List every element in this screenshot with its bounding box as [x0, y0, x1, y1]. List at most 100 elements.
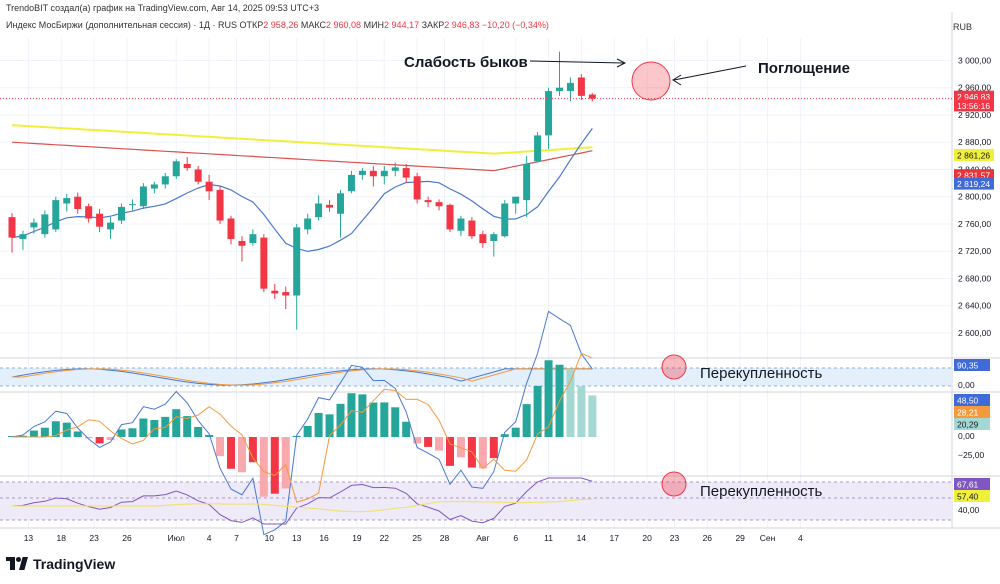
macd-bar: [413, 437, 422, 444]
candle: [479, 230, 487, 248]
macd-bar: [588, 395, 597, 437]
price-tick-label: 2 680,00: [958, 273, 991, 283]
price-tag-bg: [954, 99, 994, 112]
price-tag-label: 2 831,57: [957, 171, 990, 181]
candle: [337, 189, 344, 238]
annotations: Слабость быков Поглощение Перекупленност…: [404, 54, 850, 500]
macd-bar: [380, 402, 389, 437]
candle-body: [545, 91, 553, 136]
candle: [468, 217, 476, 239]
candle: [238, 236, 246, 262]
symbol-name[interactable]: Индекс МосБиржи (дополнительная сессия) …: [6, 20, 238, 30]
candle-body: [402, 168, 410, 178]
price-tag-label: 2 819,24: [957, 179, 990, 189]
stochastic-d: [12, 368, 593, 386]
absorption-arrowhead: [672, 74, 682, 86]
macd-bar: [172, 409, 181, 437]
macd-bar: [391, 407, 400, 437]
candle: [194, 166, 202, 185]
candle-body: [96, 213, 104, 227]
candle: [347, 170, 355, 194]
macd-bar: [314, 412, 323, 437]
candle: [391, 162, 399, 177]
price-tag-label: 2 861,26: [957, 150, 990, 160]
symbol-ohlc-line: Индекс МосБиржи (дополнительная сессия) …: [6, 20, 549, 30]
macd-bar: [117, 429, 126, 437]
candle: [8, 213, 16, 253]
candles: [0, 51, 952, 330]
price-tick-label: 2 720,00: [958, 246, 991, 256]
candle: [96, 208, 104, 233]
candle-body: [205, 181, 213, 192]
candle-body: [446, 204, 454, 230]
candle: [293, 223, 301, 330]
macd-bar: [29, 430, 38, 437]
overbought-text-2: Перекупленность: [700, 483, 823, 500]
indicator-tag-label: 90,35: [957, 361, 979, 371]
macd-bar: [325, 414, 334, 437]
indicator-tag-label: 20,29: [957, 420, 979, 430]
candle: [74, 192, 82, 214]
currency-label[interactable]: RUB: [952, 22, 972, 32]
macd-bar: [139, 418, 148, 437]
indicator-tag-label: 57,40: [957, 492, 979, 502]
macd-bar: [358, 394, 367, 437]
candle-body: [139, 186, 147, 207]
time-tick-label: 25: [412, 533, 422, 543]
time-tick-label: 20: [642, 533, 652, 543]
macd-bar: [216, 437, 225, 457]
open-value: 2 958,26: [263, 20, 299, 30]
time-axis[interactable]: 13 18 23 26 Июл 4 7 10 13 16 19 22 25 28 Авг 6 11 14 17 20 2…: [24, 533, 803, 543]
candle: [545, 87, 553, 150]
bulls-weakness-arrow: [529, 60, 625, 64]
candle: [183, 157, 191, 171]
candle: [424, 196, 432, 207]
macd-bar: [369, 402, 378, 437]
candle-body: [435, 202, 443, 207]
candle: [304, 213, 312, 235]
tradingview-logo[interactable]: TradingView: [6, 556, 115, 572]
candle-body: [369, 170, 377, 177]
time-tick-label: 6: [513, 533, 518, 543]
time-tick-label: 19: [352, 533, 362, 543]
candle: [150, 181, 158, 194]
candle-body: [358, 170, 366, 175]
macd-bar: [500, 434, 509, 437]
time-tick-label: 17: [610, 533, 620, 543]
price-tick-label: 3 000,00: [958, 55, 991, 65]
bulls-weakness-arrowhead: [616, 58, 627, 68]
rsi-ma: [12, 498, 593, 513]
candle: [139, 183, 147, 209]
price-tick-label: 2 800,00: [958, 192, 991, 202]
indicator-tick-label: 0,00: [958, 431, 975, 441]
absorption-text: Поглощение: [758, 60, 850, 77]
candle-body: [172, 161, 180, 177]
candle-body: [282, 292, 290, 296]
candle: [161, 172, 169, 189]
rsi-line: [11, 477, 593, 525]
candle-body: [293, 227, 301, 296]
candle: [41, 210, 49, 238]
candle-body: [150, 184, 158, 189]
candle-body: [479, 234, 487, 244]
close-label: ЗАКР: [421, 20, 445, 30]
candle: [85, 203, 93, 223]
time-tick-label: 13: [24, 533, 34, 543]
macd-bar: [128, 428, 137, 437]
candle-body: [216, 189, 224, 221]
macd-bar: [73, 431, 82, 437]
macd-line: [11, 310, 593, 536]
low-value: 2 944,17: [384, 20, 420, 30]
macd-bar: [194, 426, 203, 437]
price-tag-bg: [954, 148, 994, 161]
macd-bar: [270, 437, 279, 494]
candle-body: [85, 206, 93, 219]
macd-bar: [248, 437, 257, 463]
high-value: 2 960,08: [326, 20, 362, 30]
macd-bar: [84, 437, 93, 439]
tradingview-logo-icon: [6, 557, 28, 571]
moving-averages: [11, 124, 593, 253]
price-axis[interactable]: 3 000,002 960,002 920,002 880,002 840,00…: [954, 55, 994, 515]
candle-body: [413, 176, 421, 200]
